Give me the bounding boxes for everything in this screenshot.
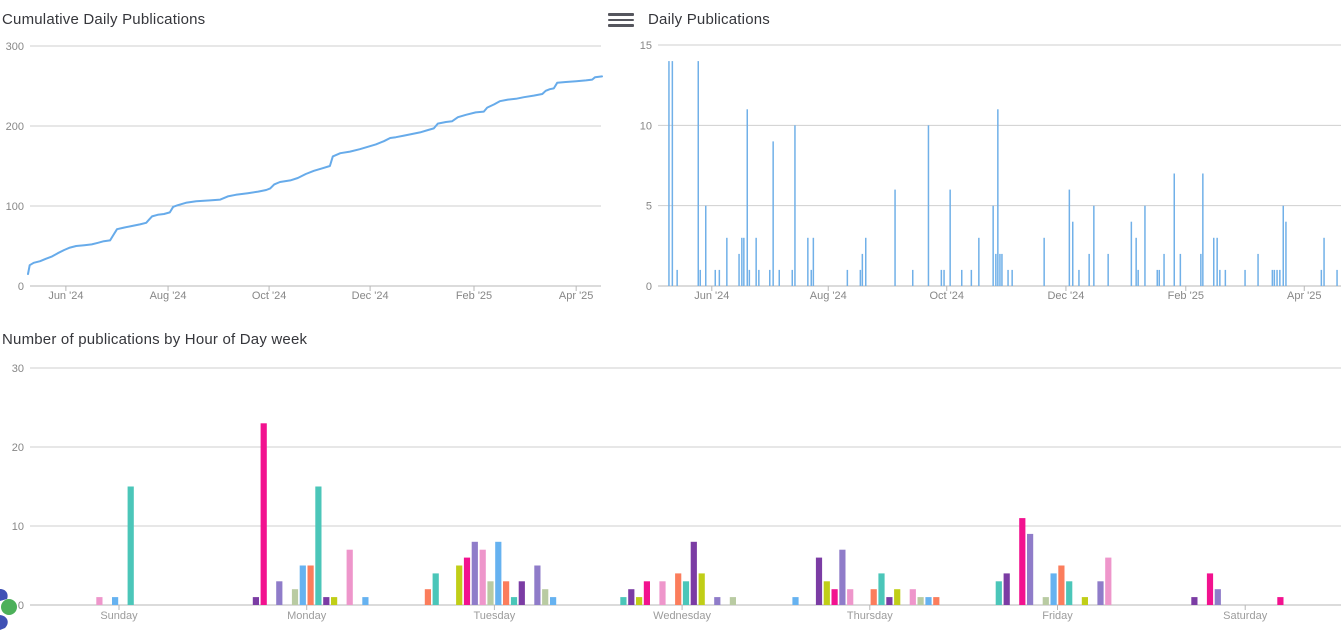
svg-text:20: 20 — [12, 442, 24, 454]
svg-text:0: 0 — [646, 281, 652, 293]
svg-text:Aug '24: Aug '24 — [150, 290, 187, 302]
svg-text:Apr '25: Apr '25 — [1287, 290, 1322, 302]
svg-text:Tuesday: Tuesday — [474, 610, 516, 622]
byhour-chart-title: Number of publications by Hour of Day we… — [2, 331, 308, 348]
svg-text:15: 15 — [640, 40, 652, 52]
svg-text:Feb '25: Feb '25 — [456, 290, 492, 302]
logo-wedge-top-icon — [0, 589, 8, 601]
svg-text:Aug '24: Aug '24 — [810, 290, 847, 302]
byhour-chart — [30, 367, 1341, 610]
svg-text:0: 0 — [18, 281, 24, 293]
hamburger-icon — [608, 13, 634, 16]
byhour-bars — [96, 423, 1284, 605]
svg-text:Jun '24: Jun '24 — [48, 290, 83, 302]
svg-text:Oct '24: Oct '24 — [252, 290, 287, 302]
cumulative-chart — [27, 45, 603, 291]
daily-chart — [658, 44, 1341, 291]
clipped-logo-fragment — [0, 589, 17, 630]
logo-circle-icon — [1, 599, 17, 615]
daily-chart-title: Daily Publications — [648, 11, 770, 28]
svg-text:Dec '24: Dec '24 — [1047, 290, 1084, 302]
svg-text:200: 200 — [6, 121, 24, 133]
svg-text:Apr '25: Apr '25 — [559, 290, 594, 302]
cumulative-chart-title: Cumulative Daily Publications — [2, 11, 206, 28]
svg-text:10: 10 — [640, 120, 652, 132]
svg-text:Thursday: Thursday — [847, 610, 893, 622]
hamburger-menu-button[interactable] — [606, 10, 636, 30]
logo-wedge-bottom-icon — [0, 615, 8, 630]
svg-text:Saturday: Saturday — [1223, 610, 1268, 622]
cumulative-line — [27, 75, 603, 275]
svg-text:Dec '24: Dec '24 — [352, 290, 389, 302]
svg-text:300: 300 — [6, 41, 24, 53]
svg-text:10: 10 — [12, 521, 24, 533]
svg-text:Monday: Monday — [287, 610, 327, 622]
svg-text:Feb '25: Feb '25 — [1168, 290, 1204, 302]
svg-text:Oct '24: Oct '24 — [929, 290, 964, 302]
svg-text:Sunday: Sunday — [100, 610, 138, 622]
svg-text:30: 30 — [12, 363, 24, 375]
svg-text:0: 0 — [18, 600, 24, 612]
svg-text:100: 100 — [6, 201, 24, 213]
svg-text:5: 5 — [646, 201, 652, 213]
daily-bars — [668, 61, 1338, 286]
svg-text:Friday: Friday — [1042, 610, 1073, 622]
svg-text:Wednesday: Wednesday — [653, 610, 711, 622]
svg-text:Jun '24: Jun '24 — [694, 290, 729, 302]
